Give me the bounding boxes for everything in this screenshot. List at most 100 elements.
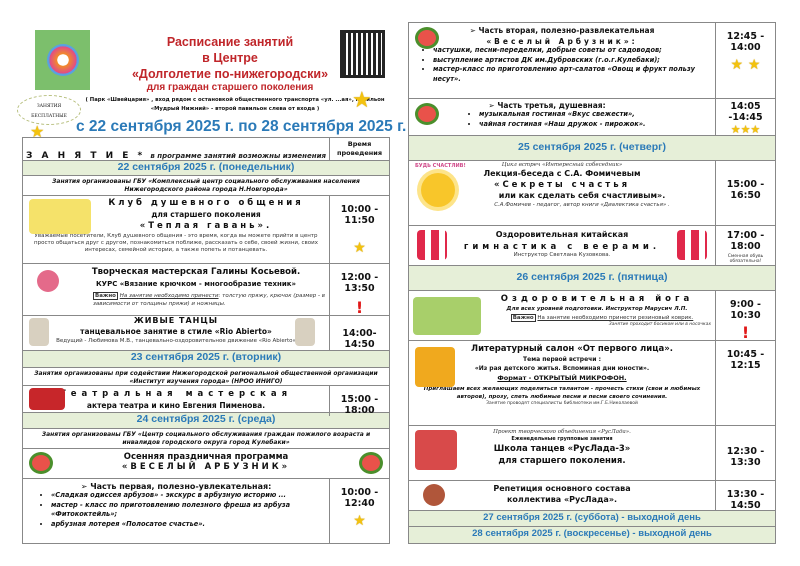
event-subtitle: для старшего поколения. xyxy=(498,456,626,466)
event-title: Школа танцев «РусЛада-3» xyxy=(493,444,631,454)
list-item: арбузная лотерея «Полосатое счастье». xyxy=(51,520,329,530)
exclamation-icon: ! xyxy=(741,323,750,342)
quill-image xyxy=(415,347,455,387)
event-title: Оздоровительная йога xyxy=(500,294,694,304)
event-frequency: Еженедельные групповые занятия xyxy=(511,436,613,442)
day-header: 24 сентября 2025 г. (среда) xyxy=(23,413,389,429)
event-part3: ➢ Часть третья, душевная: музыкальная го… xyxy=(409,99,715,136)
header-activity-label: З А Н Я Т И Е * xyxy=(25,151,146,160)
event-time: 15:00 - 16:50 xyxy=(715,161,775,225)
event-subtitle: для старшего поколения xyxy=(151,210,261,219)
event-row: Творческая мастерская Галины Косьевой. К… xyxy=(23,264,389,317)
event-part2: ➢ Часть вторая, полезно-развлекательная … xyxy=(409,23,715,98)
watermelon-icon xyxy=(415,27,439,49)
event-rehearsal: Репетиция основного состава коллектива «… xyxy=(409,481,715,511)
event-format: Формат - ОТКРЫТЫЙ МИКРОФОН. xyxy=(497,374,627,382)
event-row: ЖИВЫЕ ТАНЦЫ танцевальное занятие в стиле… xyxy=(23,316,389,351)
day-header: 26 сентября 2025 г. (пятница) xyxy=(409,266,775,291)
event-subtitle: гимнастика с веерами. xyxy=(463,242,661,252)
event-time: 13:30 - 14:50 xyxy=(715,481,775,511)
event-description: Ведущий - Любимова М.В., танцевально-озд… xyxy=(56,338,296,344)
time-cell: 10:00 - 11:50 ★ xyxy=(329,196,389,263)
event-row: ➢ Часть вторая, полезно-развлекательная … xyxy=(409,23,775,99)
event-title: Литературный салон «От первого лица». xyxy=(471,344,673,354)
event-row: Оздоровительная йога Для всех уровней по… xyxy=(409,291,775,342)
logo xyxy=(35,30,90,90)
festival-name: «ВЕСЕЛЫЙ АРБУЗНИК» xyxy=(121,462,291,472)
event-theatre: Театральная мастерская актера театра и к… xyxy=(23,386,329,416)
part-title-text: Часть третья, душевная: xyxy=(497,101,606,110)
event-series: Цикл встреч «Интересный собеседник» xyxy=(501,162,623,168)
page-title: Расписание занятий в Центре «Долголетие … xyxy=(110,34,350,94)
dancers-image xyxy=(295,318,315,346)
event-hosts: Занятие проводят специалисты библиотеки … xyxy=(486,401,638,406)
watermelon-icon xyxy=(415,103,439,125)
event-title: Клуб душевного общения xyxy=(108,198,304,208)
list-item: частушки, песни-переделки, добрые советы… xyxy=(433,46,715,56)
event-literary: Литературный салон «От первого лица». Те… xyxy=(409,341,715,425)
event-row: Оздоровительная китайская гимнастика с в… xyxy=(409,226,775,266)
time-cell: 17:00 - 18:00 Сменная обувь обязательна! xyxy=(715,226,775,265)
event-knitting: Творческая мастерская Галины Косьевой. К… xyxy=(23,264,329,317)
yoga-image xyxy=(413,297,481,335)
time-cell: 12:45 - 14:00 ★ ★ xyxy=(715,23,775,98)
event-time: 12:30 - 13:30 xyxy=(715,426,775,480)
important-items: : толстую пряжу, крючок (размер - в зави… xyxy=(93,293,325,307)
event-description: Приглашаем всех желающих поделиться тала… xyxy=(423,386,701,400)
part-list: «Сладкая одиссея арбузов» - экскурс в ар… xyxy=(23,491,329,529)
part-title-text: Часть первая, полезно-увлекательная: xyxy=(90,482,272,491)
sun-image xyxy=(421,173,455,207)
event-time: 14:05 -14:45 xyxy=(728,101,763,123)
list-item: мастер-класс по приготовлению арт-салато… xyxy=(433,65,715,84)
star-icon: ★ xyxy=(353,240,366,256)
event-row: ➢ Часть первая, полезно-увлекательная: «… xyxy=(23,479,389,544)
fan-dancers-image xyxy=(417,230,447,260)
header-time: Время проведения xyxy=(329,138,389,160)
part-list: музыкальная гостиная «Вкус свежести», ча… xyxy=(409,110,715,129)
tea-party-image xyxy=(29,199,91,234)
list-item: мастер - класс по приготовлению полезног… xyxy=(51,501,329,520)
event-dance: ЖИВЫЕ ТАНЦЫ танцевальное занятие в стиле… xyxy=(23,316,329,350)
table-header: З А Н Я Т И Е * в программе занятий возм… xyxy=(23,138,389,161)
event-subtitle: КУРС «Вязание крючком - многообразие тех… xyxy=(95,280,297,288)
title-line: для граждан старшего поколения xyxy=(146,82,314,93)
star-icon: ★ xyxy=(353,513,366,529)
part-title: ➢ Часть первая, полезно-увлекательная: xyxy=(80,482,272,491)
ruslada-logo xyxy=(423,484,445,506)
organizer-note: Занятия организованы ГБУ «Комплексный це… xyxy=(23,176,389,196)
fan-dancers-image xyxy=(677,230,707,260)
date-range: с 22 сентября 2025 г. по 28 сентября 202… xyxy=(76,118,407,135)
title-line: «Долголетие по-нижегородски» xyxy=(131,67,329,81)
event-club: Клуб душевного общения для старшего поко… xyxy=(23,196,329,263)
yarn-image xyxy=(37,270,59,292)
event-title: Театральная мастерская xyxy=(59,389,293,399)
day-off-header: 28 сентября 2025 г. (воскресенье) - выхо… xyxy=(409,527,775,543)
event-title: Оздоровительная китайская xyxy=(495,230,629,239)
day-header: 23 сентября 2025 г. (вторник) xyxy=(23,351,389,368)
schedule-left: З А Н Я Т И Е * в программе занятий возм… xyxy=(22,137,390,544)
list-item: музыкальная гостиная «Вкус свежести», xyxy=(479,110,715,120)
event-time: 17:00 - 18:00 xyxy=(726,230,765,252)
event-theme: «Из рая детского житья. Вспоминая дни юн… xyxy=(474,365,650,372)
theatre-curtain-image xyxy=(29,388,65,410)
event-row: Театральная мастерская актера театра и к… xyxy=(23,386,389,416)
event-description: Уважаемые посетители, Клуб душевного общ… xyxy=(34,233,318,253)
free-badge-line: ЗАНЯТИЯ xyxy=(36,104,62,109)
event-ruslada: Проект творческого объединения «РусЛада»… xyxy=(409,426,715,480)
event-description: Инструктор Светлана Кузовкова. xyxy=(513,252,611,258)
star-icon: ★ xyxy=(352,88,372,113)
event-yoga: Оздоровительная йога Для всех уровней по… xyxy=(409,291,715,342)
dancers-image xyxy=(29,318,49,346)
sun-caption: БУДЬ СЧАСТЛИВ! xyxy=(415,163,466,169)
free-badge: ЗАНЯТИЯ БЕСПЛАТНЫЕ xyxy=(17,95,81,125)
watermelon-icon xyxy=(359,452,383,474)
event-title: ЖИВЫЕ ТАНЦЫ xyxy=(133,316,219,325)
star-icon: ★ ★ xyxy=(730,57,761,73)
event-note: Занятие проходит босиком или в носочках xyxy=(608,322,711,327)
event-row: Литературный салон «От первого лица». Те… xyxy=(409,341,775,426)
important-text: На занятие необходимо принести резиновый… xyxy=(537,315,694,321)
important-label: Важно xyxy=(510,314,536,322)
event-time: 10:45 - 12:15 xyxy=(715,341,775,425)
address: ( Парк «Швейцария» , вход рядом с остано… xyxy=(85,97,385,112)
event-time: 12:45 - 14:00 xyxy=(726,31,765,53)
